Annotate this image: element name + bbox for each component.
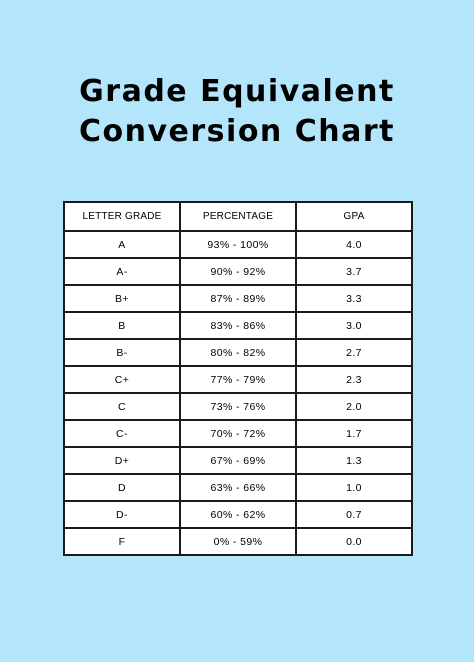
letter-grade-cell: F: [63, 527, 181, 556]
percentage-cell: 90% - 92%: [179, 257, 297, 286]
table-row: B- 80% - 82% 2.7: [63, 338, 413, 367]
table-row: B 83% - 86% 3.0: [63, 311, 413, 340]
table-body: A 93% - 100% 4.0 A- 90% - 92% 3.7 B+ 87%…: [63, 230, 413, 556]
table-row: C 73% - 76% 2.0: [63, 392, 413, 421]
gpa-cell: 1.3: [295, 446, 413, 475]
letter-grade-cell: B: [63, 311, 181, 340]
percentage-cell: 60% - 62%: [179, 500, 297, 529]
gpa-cell: 3.3: [295, 284, 413, 313]
letter-grade-cell: D: [63, 473, 181, 502]
table-row: B+ 87% - 89% 3.3: [63, 284, 413, 313]
gpa-cell: 2.3: [295, 365, 413, 394]
letter-grade-cell: A: [63, 230, 181, 259]
percentage-cell: 0% - 59%: [179, 527, 297, 556]
percentage-cell: 70% - 72%: [179, 419, 297, 448]
percentage-cell: 87% - 89%: [179, 284, 297, 313]
header-row: LETTER GRADE PERCENTAGE GPA: [63, 201, 413, 232]
table-row: A- 90% - 92% 3.7: [63, 257, 413, 286]
gpa-cell: 2.0: [295, 392, 413, 421]
percentage-cell: 73% - 76%: [179, 392, 297, 421]
header-letter-grade: LETTER GRADE: [63, 201, 181, 232]
percentage-cell: 83% - 86%: [179, 311, 297, 340]
letter-grade-cell: C: [63, 392, 181, 421]
letter-grade-cell: B-: [63, 338, 181, 367]
grade-conversion-table: LETTER GRADE PERCENTAGE GPA A 93% - 100%…: [63, 201, 413, 556]
gpa-cell: 1.0: [295, 473, 413, 502]
page-title: Grade Equivalent Conversion Chart: [0, 72, 474, 152]
header-percentage: PERCENTAGE: [179, 201, 297, 232]
table-row: D+ 67% - 69% 1.3: [63, 446, 413, 475]
table-header: LETTER GRADE PERCENTAGE GPA: [63, 201, 413, 232]
percentage-cell: 63% - 66%: [179, 473, 297, 502]
table-row: C- 70% - 72% 1.7: [63, 419, 413, 448]
letter-grade-cell: D+: [63, 446, 181, 475]
gpa-cell: 1.7: [295, 419, 413, 448]
table-row: D 63% - 66% 1.0: [63, 473, 413, 502]
title-line-2: Conversion Chart: [79, 114, 395, 149]
title-line-1: Grade Equivalent: [79, 74, 395, 109]
gpa-cell: 0.7: [295, 500, 413, 529]
percentage-cell: 80% - 82%: [179, 338, 297, 367]
percentage-cell: 77% - 79%: [179, 365, 297, 394]
percentage-cell: 67% - 69%: [179, 446, 297, 475]
letter-grade-cell: C+: [63, 365, 181, 394]
letter-grade-cell: C-: [63, 419, 181, 448]
gpa-cell: 0.0: [295, 527, 413, 556]
table-row: A 93% - 100% 4.0: [63, 230, 413, 259]
letter-grade-cell: A-: [63, 257, 181, 286]
gpa-cell: 3.7: [295, 257, 413, 286]
table-row: D- 60% - 62% 0.7: [63, 500, 413, 529]
header-gpa: GPA: [295, 201, 413, 232]
letter-grade-cell: B+: [63, 284, 181, 313]
gpa-cell: 4.0: [295, 230, 413, 259]
table-row: C+ 77% - 79% 2.3: [63, 365, 413, 394]
gpa-cell: 2.7: [295, 338, 413, 367]
gpa-cell: 3.0: [295, 311, 413, 340]
table-row: F 0% - 59% 0.0: [63, 527, 413, 556]
percentage-cell: 93% - 100%: [179, 230, 297, 259]
letter-grade-cell: D-: [63, 500, 181, 529]
